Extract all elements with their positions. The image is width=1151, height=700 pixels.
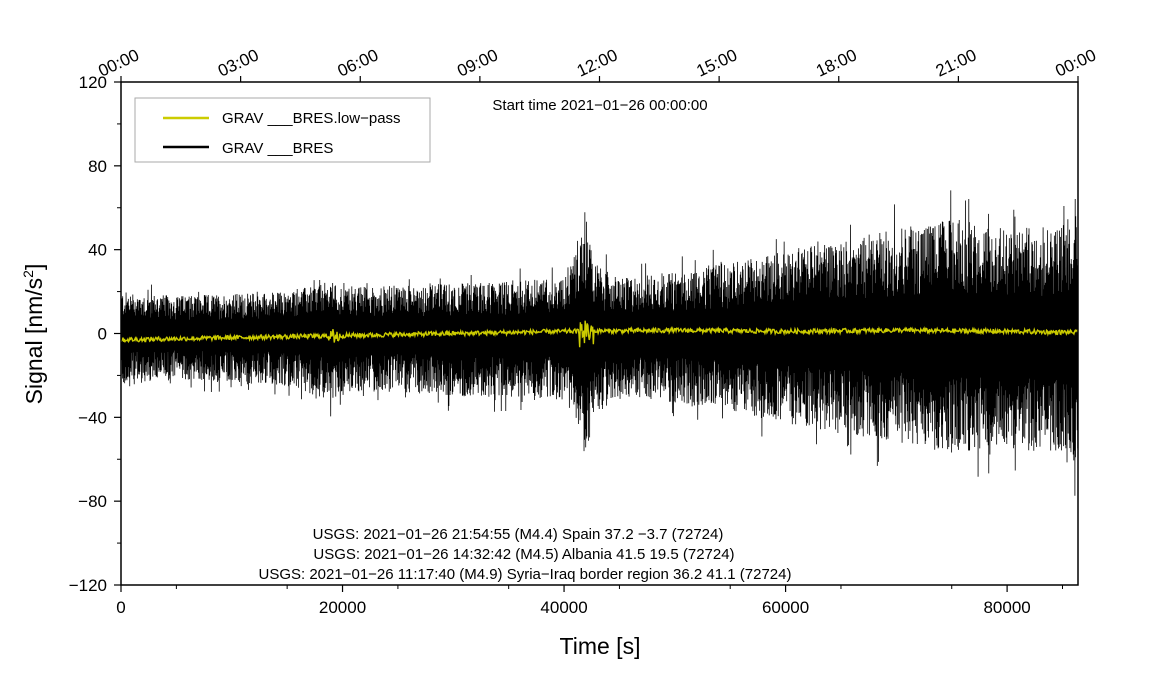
x-tick-label: 0 [116, 598, 125, 617]
legend-label-lowpass: GRAV ___BRES.low−pass [222, 110, 401, 127]
event-annotation: USGS: 2021−01−26 21:54:55 (M4.4) Spain 3… [313, 526, 724, 543]
series-line-lowpass [120, 320, 1079, 348]
y-axis: −120 −80 −40 0 40 80 120 [69, 73, 121, 595]
legend-label-raw: GRAV ___BRES [222, 140, 333, 157]
start-time-label: Start time 2021−01−26 00:00:00 [492, 97, 707, 114]
y-axis-title: Signal [nm/s2] [20, 264, 47, 405]
x-axis-title: Time [s] [560, 633, 641, 659]
x-tick-label: 60000 [762, 598, 809, 617]
event-annotation: USGS: 2021−01−26 11:17:40 (M4.9) Syria−I… [259, 566, 792, 583]
event-annotation: USGS: 2021−01−26 14:32:42 (M4.5) Albania… [313, 546, 734, 563]
y-tick-label: −120 [69, 576, 107, 595]
legend: GRAV ___BRES.low−pass GRAV ___BRES [134, 97, 431, 163]
y-tick-label: 80 [88, 157, 107, 176]
lowpass-layer [120, 320, 1079, 348]
y-tick-label: −80 [78, 492, 107, 511]
y-tick-label: 40 [88, 241, 107, 260]
y-axis-title-end: ] [21, 264, 47, 270]
x-axis: 0 20000 40000 60000 80000 [116, 585, 1063, 617]
event-annotations: USGS: 2021−01−26 21:54:55 (M4.4) Spain 3… [259, 526, 792, 583]
x-tick-label: 80000 [983, 598, 1030, 617]
y-tick-label: 0 [98, 325, 107, 344]
y-tick-label: 120 [79, 73, 107, 92]
x-tick-label: 20000 [319, 598, 366, 617]
legend-box [134, 97, 431, 163]
x-tick-label: 40000 [540, 598, 587, 617]
y-axis-title-base: Signal [nm/s [21, 278, 47, 405]
y-tick-label: −40 [78, 408, 107, 427]
y-axis-title-sup: 2 [20, 270, 36, 278]
